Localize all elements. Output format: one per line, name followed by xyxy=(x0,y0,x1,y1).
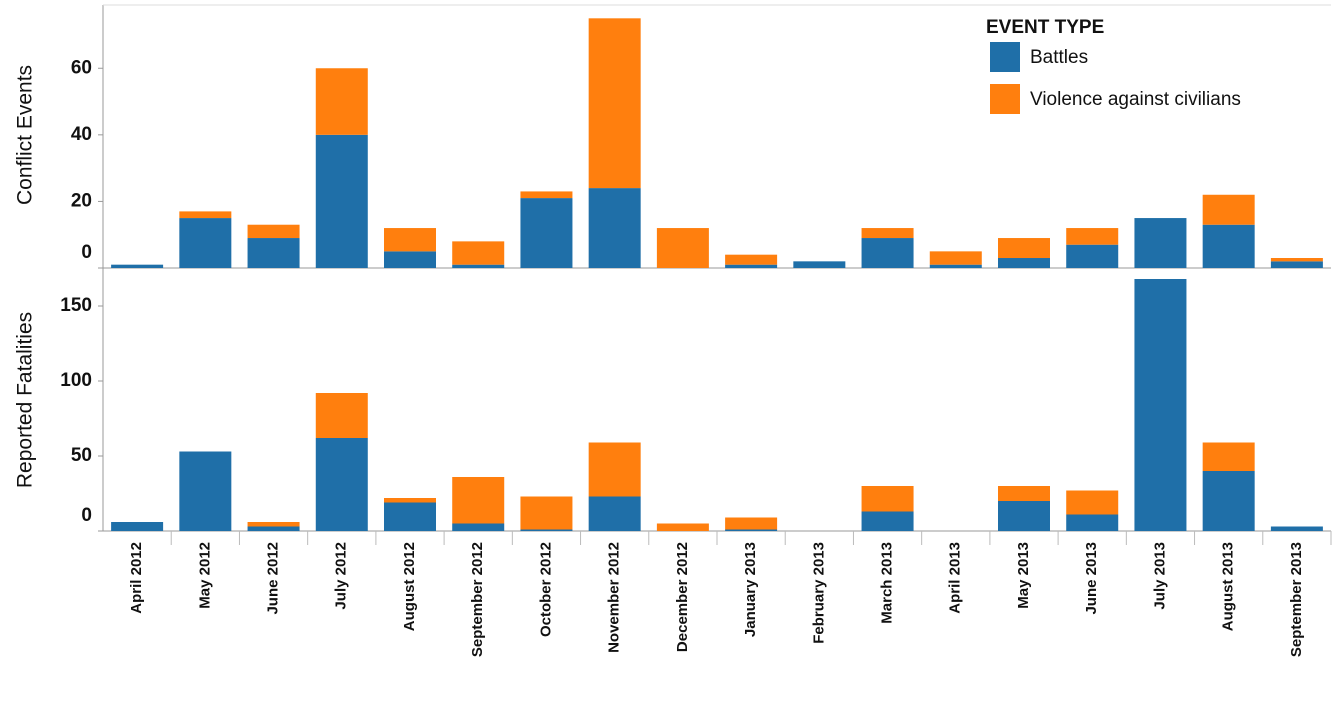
bar xyxy=(315,68,368,135)
x-tick-label: December 2012 xyxy=(674,542,691,652)
bar xyxy=(998,238,1050,259)
bar xyxy=(384,251,436,268)
x-tick-label: July 2012 xyxy=(333,542,350,610)
x-tick-label: August 2012 xyxy=(401,542,418,631)
x-tick-label: March 2013 xyxy=(879,542,896,624)
bar xyxy=(1202,194,1255,225)
bar xyxy=(725,264,778,268)
bar xyxy=(861,228,914,239)
bar xyxy=(588,442,641,497)
bar xyxy=(1066,244,1119,268)
bar xyxy=(656,228,709,268)
bar xyxy=(384,228,436,252)
bar xyxy=(725,529,778,531)
bar xyxy=(725,254,778,265)
bar xyxy=(656,523,709,531)
bar xyxy=(452,477,505,524)
bar xyxy=(1066,228,1119,245)
bar xyxy=(1270,258,1323,262)
bar xyxy=(452,241,505,265)
bar xyxy=(247,522,300,527)
x-tick-label: September 2012 xyxy=(469,542,486,657)
bar xyxy=(1202,224,1255,268)
x-tick-label: November 2012 xyxy=(606,542,623,653)
x-tick-label: June 2012 xyxy=(265,542,282,615)
x-tick-label: April 2013 xyxy=(947,542,964,614)
bar xyxy=(1066,490,1119,515)
bar xyxy=(929,264,982,268)
x-tick-label: October 2012 xyxy=(537,542,554,637)
bar xyxy=(520,198,573,268)
bar xyxy=(179,451,232,531)
legend-swatch xyxy=(990,42,1020,72)
bar xyxy=(998,258,1050,268)
bar xyxy=(247,526,300,531)
bar xyxy=(452,523,505,531)
y-tick-label: 0 xyxy=(81,242,92,263)
bar xyxy=(179,211,232,219)
y-tick-label: 40 xyxy=(71,124,92,145)
bar xyxy=(861,238,914,268)
legend-title: EVENT TYPE xyxy=(986,17,1104,38)
x-tick-label: July 2013 xyxy=(1151,542,1168,610)
bar xyxy=(1134,218,1187,268)
x-tick-label: September 2013 xyxy=(1288,542,1305,657)
y-axis-title: Conflict Events xyxy=(14,65,37,205)
bar xyxy=(315,134,368,268)
bar xyxy=(1202,442,1255,471)
bar xyxy=(998,486,1050,501)
y-axis-title: Reported Fatalities xyxy=(14,312,37,488)
x-tick-label: June 2013 xyxy=(1083,542,1100,615)
bar xyxy=(929,251,982,265)
bar xyxy=(315,393,368,438)
y-tick-label: 50 xyxy=(71,445,92,466)
x-tick-label: August 2013 xyxy=(1220,542,1237,631)
bar xyxy=(384,502,436,531)
bar xyxy=(998,501,1050,531)
bar xyxy=(247,238,300,268)
bar xyxy=(1202,471,1255,531)
bar xyxy=(861,486,914,512)
y-tick-label: 150 xyxy=(60,295,92,316)
bar xyxy=(861,511,914,531)
y-tick-label: 60 xyxy=(71,57,92,78)
bar xyxy=(520,529,573,531)
bar xyxy=(1270,526,1323,531)
x-tick-label: May 2012 xyxy=(196,542,213,609)
bar xyxy=(1134,279,1187,531)
bar xyxy=(247,224,300,239)
bar xyxy=(588,496,641,531)
bar xyxy=(1066,514,1119,531)
y-tick-label: 0 xyxy=(81,505,92,526)
bar xyxy=(793,261,846,268)
y-tick-label: 20 xyxy=(71,190,92,211)
bar xyxy=(588,188,641,268)
bar xyxy=(315,438,368,531)
x-tick-label: April 2012 xyxy=(128,542,145,614)
bar xyxy=(1270,261,1323,268)
legend-label: Battles xyxy=(1030,47,1088,68)
bar xyxy=(588,18,641,189)
bar xyxy=(725,517,778,530)
bar xyxy=(520,191,573,199)
bar xyxy=(384,498,436,503)
x-tick-label: January 2013 xyxy=(742,542,759,637)
bar xyxy=(520,496,573,530)
bar xyxy=(452,264,505,268)
x-tick-label: February 2013 xyxy=(810,542,827,644)
y-tick-label: 100 xyxy=(60,370,92,391)
x-tick-label: May 2013 xyxy=(1015,542,1032,609)
legend-label: Violence against civilians xyxy=(1030,89,1241,110)
bar xyxy=(111,522,164,531)
bar xyxy=(179,218,232,268)
legend-swatch xyxy=(990,84,1020,114)
bar xyxy=(111,264,164,268)
